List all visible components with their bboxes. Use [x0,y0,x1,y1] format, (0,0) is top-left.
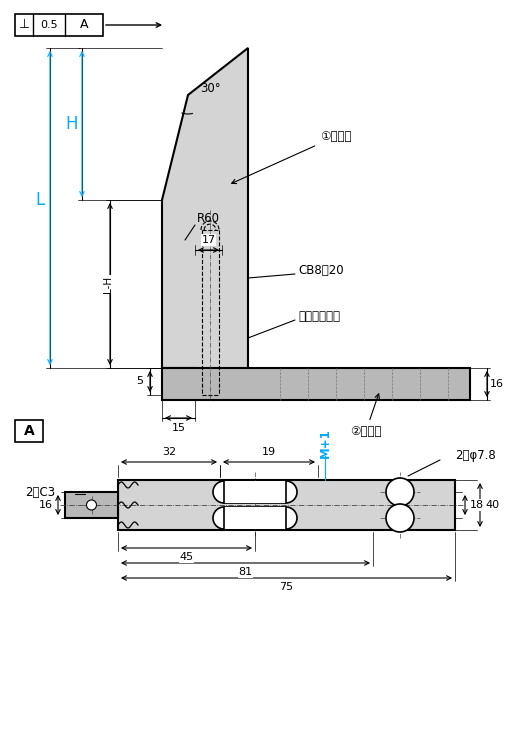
Wedge shape [213,481,224,503]
Text: 40: 40 [485,500,499,510]
Text: 2－C3: 2－C3 [25,485,55,498]
Text: 32: 32 [162,447,176,457]
Text: L: L [35,191,44,209]
Wedge shape [286,507,297,529]
Polygon shape [162,48,248,395]
Bar [118,480,455,530]
Text: ⊥: ⊥ [19,18,30,32]
Bar [15,420,43,442]
Text: ①导向部: ①导向部 [232,130,351,183]
Text: 5: 5 [136,377,143,386]
Text: 19: 19 [262,447,276,457]
Text: 16: 16 [39,500,53,510]
Text: 30°: 30° [199,81,220,95]
Text: 2－φ7.8: 2－φ7.8 [455,449,496,462]
Text: 16: 16 [490,379,504,389]
Text: R60: R60 [196,212,220,224]
Text: A: A [24,424,34,438]
Text: 15: 15 [171,423,186,433]
Text: 17: 17 [202,235,215,245]
Bar [15,14,103,36]
Text: 45: 45 [179,552,194,562]
Bar [65,492,118,518]
Text: L-H: L-H [103,276,113,292]
Text: 焊接（全周）: 焊接（全周） [298,309,340,323]
Text: M+1: M+1 [318,428,332,458]
Text: 18: 18 [470,500,484,510]
Wedge shape [286,481,297,503]
Text: 75: 75 [279,582,294,592]
Polygon shape [162,368,470,400]
Circle shape [386,478,414,506]
Bar [224,481,286,503]
Wedge shape [213,507,224,529]
Text: 81: 81 [239,567,252,577]
Text: CB8－20: CB8－20 [298,263,344,276]
Circle shape [386,504,414,532]
Text: ②安装板: ②安装板 [350,394,381,438]
Text: 0.5: 0.5 [40,20,58,30]
Bar [224,507,286,529]
Text: A: A [80,18,88,32]
Text: H: H [66,115,78,133]
Circle shape [87,500,96,510]
